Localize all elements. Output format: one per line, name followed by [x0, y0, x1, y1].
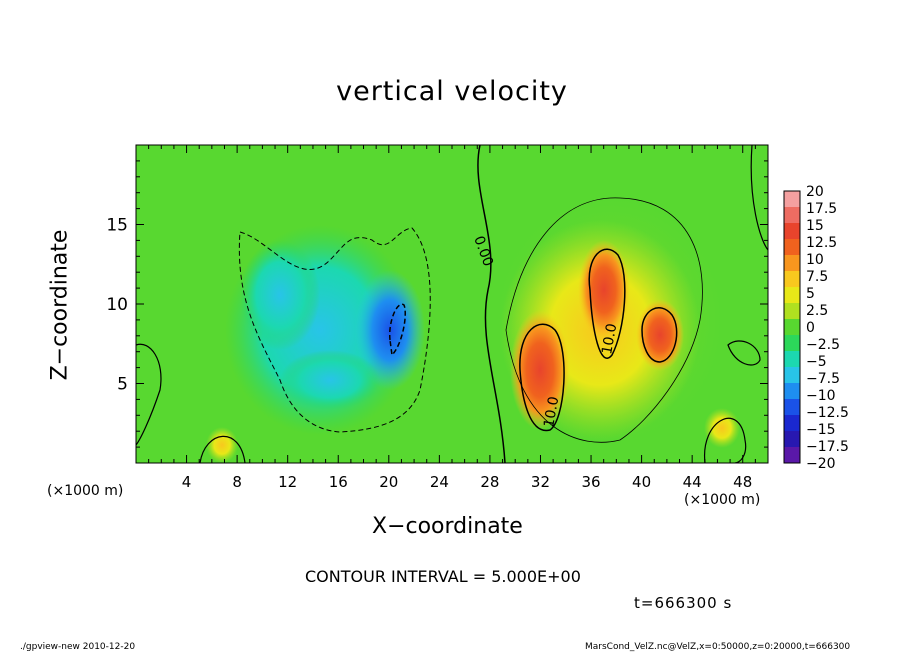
contour-lines — [136, 145, 768, 463]
colorbar-swatch — [784, 367, 800, 384]
zero-contour — [477, 145, 506, 463]
y-axis: 5 10 15 — [106, 160, 768, 448]
colorbar-swatch — [784, 431, 800, 448]
x-tick-label: 44 — [683, 473, 702, 491]
colorbar-frame — [783, 190, 801, 464]
colorbar-swatch — [784, 415, 800, 432]
contour-neg-10 — [389, 303, 406, 357]
x-tick-label: 28 — [480, 473, 499, 491]
time-stamp: t=666300 s — [634, 594, 733, 612]
y-axis-label: Z−coordinate — [47, 229, 73, 381]
chart-title: vertical velocity — [336, 76, 568, 107]
x-tick-label: 20 — [379, 473, 398, 491]
colorbar-label: −15 — [806, 422, 836, 438]
y-tick-label: 10 — [106, 295, 128, 315]
colorbar-label: −17.5 — [806, 439, 849, 455]
colorbar-swatch — [784, 287, 800, 304]
colorbar-swatch — [784, 303, 800, 320]
y-tick-label: 15 — [106, 216, 128, 236]
colorbar-swatch — [784, 351, 800, 368]
footer-right: MarsCond_VelZ.nc@VelZ,x=0:50000,z=0:2000… — [585, 642, 851, 652]
x-axis: 4 8 12 16 20 24 28 32 36 40 44 48 — [148, 145, 756, 491]
colorbar-label: 17.5 — [806, 201, 837, 217]
colorbar-label: −12.5 — [806, 405, 849, 421]
updraft-core-1 — [510, 310, 570, 430]
x-tick-label: 24 — [430, 473, 449, 491]
contour-5 — [505, 197, 703, 443]
y-tick-label: 5 — [117, 375, 128, 395]
contour-right-blob — [727, 340, 761, 366]
colorbar-label: −7.5 — [806, 371, 840, 387]
x-tick-label: 40 — [632, 473, 651, 491]
weak-updraft-left — [206, 427, 238, 463]
colorbar-label: 20 — [806, 184, 824, 200]
colorbar-swatch — [784, 383, 800, 400]
x-tick-label: 36 — [581, 473, 600, 491]
colorbar-label: −5 — [806, 354, 827, 370]
colorbar-label: 10 — [806, 252, 824, 268]
x-unit-label: (×1000 m) — [684, 492, 761, 508]
weak-updraft-right — [704, 408, 740, 448]
contour-right-edge — [750, 145, 768, 251]
colorbar-swatch — [784, 335, 800, 352]
contour-label: 10.0 — [541, 395, 562, 428]
colorbar-label: 0 — [806, 320, 815, 336]
x-tick-label: 4 — [182, 473, 192, 491]
colorbar-label: 5 — [806, 286, 815, 302]
contour-surface-1 — [199, 435, 246, 463]
colorbar-label: −20 — [806, 456, 836, 472]
colorbar-label: 7.5 — [806, 269, 828, 285]
heatmap-field — [136, 145, 768, 463]
colorbar: 2017.51512.5107.552.50−2.5−5−7.5−10−12.5… — [783, 184, 849, 472]
contour-10-b — [588, 248, 626, 359]
x-tick-label: 48 — [733, 473, 752, 491]
colorbar-swatch — [784, 399, 800, 416]
colorbar-swatch — [784, 207, 800, 224]
x-unit-label: (×1000 m) — [47, 483, 124, 499]
colorbar-label: −2.5 — [806, 337, 840, 353]
colorbar-label: 15 — [806, 218, 824, 234]
downdraft-left — [240, 240, 320, 350]
footer-left: ./gpview-new 2010-12-20 — [20, 642, 136, 652]
colorbar-swatch — [784, 223, 800, 240]
downdraft-low — [280, 350, 380, 410]
colorbar-swatch — [784, 255, 800, 272]
colorbar-swatch — [784, 447, 800, 464]
colorbar-swatch — [784, 271, 800, 288]
x-tick-label: 12 — [278, 473, 297, 491]
colorbar-swatch — [784, 239, 800, 256]
x-tick-label: 16 — [329, 473, 348, 491]
contour-10-c — [641, 307, 678, 363]
contour-interval-note: CONTOUR INTERVAL = 5.000E+00 — [305, 567, 581, 586]
colorbar-label: 2.5 — [806, 303, 828, 319]
colorbar-label: 12.5 — [806, 235, 837, 251]
colorbar-swatch — [784, 319, 800, 336]
contour-10-a — [519, 323, 565, 432]
colorbar-label: −10 — [806, 388, 836, 404]
contour-left-edge — [136, 343, 162, 446]
x-tick-label: 32 — [531, 473, 550, 491]
colorbar-swatch — [784, 191, 800, 208]
contour-label: 10.0 — [599, 322, 620, 355]
contour-neg-5 — [238, 227, 431, 433]
x-tick-label: 8 — [232, 473, 242, 491]
contour-surface-2 — [704, 417, 747, 463]
